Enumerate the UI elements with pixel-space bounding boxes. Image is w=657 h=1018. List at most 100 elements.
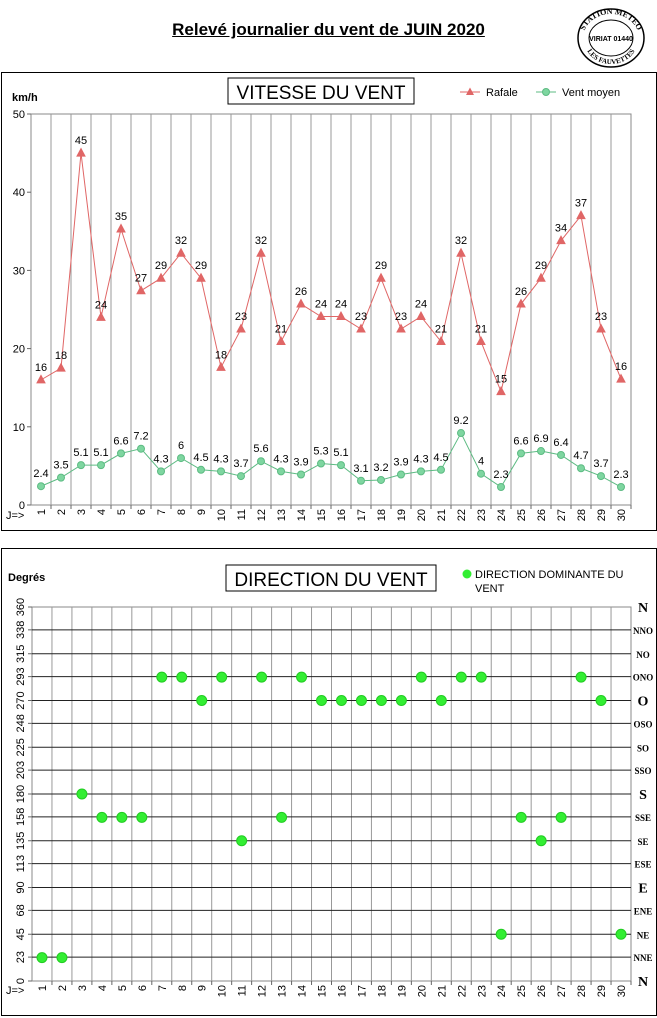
vent-moyen-point: [197, 465, 205, 474]
vent-moyen-point: [517, 449, 525, 458]
rafale-point: [156, 272, 166, 282]
rafale-point: [356, 323, 366, 333]
y-tick-label: 90: [15, 881, 27, 893]
data-label: 3.2: [373, 462, 388, 474]
data-label: 5.1: [93, 447, 108, 459]
x-tick-label: 26: [536, 509, 548, 521]
y-tick-label: 68: [15, 904, 27, 916]
y-tick-label: 338: [15, 621, 27, 639]
data-label: 3.1: [353, 463, 368, 475]
x-tick-label: 11: [236, 509, 248, 520]
x-tick-label: 9: [197, 985, 209, 991]
vent-moyen-point: [297, 470, 305, 479]
data-label: 29: [155, 260, 167, 272]
data-label: 23: [355, 311, 367, 323]
direction-point: [335, 695, 347, 706]
data-label: 2.3: [613, 469, 628, 481]
x-tick-label: 4: [97, 985, 109, 991]
x-tick-label: 8: [177, 985, 189, 991]
direction-point: [515, 811, 527, 823]
rafale-point: [56, 362, 66, 372]
y-tick-label: 293: [15, 667, 27, 685]
rafale-point: [96, 311, 106, 321]
data-label: 24: [95, 299, 107, 311]
direction-point: [276, 811, 288, 823]
compass-label: NNO: [633, 626, 653, 636]
data-label: 4.3: [413, 453, 428, 465]
x-tick-label: 6: [137, 985, 149, 991]
data-label: 3.7: [233, 458, 248, 470]
direction-point: [116, 811, 128, 823]
x-tick-label: 15: [316, 509, 328, 521]
data-label: 32: [175, 235, 187, 247]
data-label: 15: [495, 374, 507, 386]
x-tick-label: 23: [476, 509, 488, 521]
direction-point: [136, 811, 148, 823]
x-tick-label: 8: [176, 509, 188, 515]
data-label: 16: [35, 362, 47, 374]
x-tick-label: 11: [237, 985, 249, 996]
direction-point: [56, 952, 68, 964]
x-tick-label: 29: [596, 509, 608, 521]
compass-label: ONO: [633, 673, 654, 683]
y-tick-label: 50: [13, 109, 25, 121]
x-tick-label: 13: [276, 509, 288, 521]
x-tick-label: 1: [36, 509, 48, 515]
y-tick-label: 225: [15, 738, 27, 756]
x-tick-label: 18: [376, 509, 388, 521]
direction-point: [76, 788, 88, 800]
data-label: 16: [615, 361, 627, 373]
x-tick-label: 22: [456, 509, 468, 521]
data-label: 21: [475, 324, 487, 336]
x-tick-label: 12: [256, 509, 268, 521]
direction-point: [196, 695, 208, 706]
svg-text:STATION METEO: STATION METEO: [578, 7, 644, 32]
direction-point: [375, 695, 387, 706]
rafale-point: [396, 323, 406, 333]
station-stamp: STATION METEO LES FAUVETTES VIRIAT 01440: [577, 7, 645, 68]
x-tick-label: 5: [117, 985, 129, 991]
data-label: 4.7: [573, 450, 588, 462]
series-line-0: [40, 153, 622, 394]
direction-point: [495, 928, 507, 940]
x-tick-label: 4: [96, 509, 108, 515]
vent-moyen-point: [417, 467, 425, 476]
data-label: 23: [595, 311, 607, 323]
vent-moyen-point: [617, 483, 625, 492]
direction-point: [36, 952, 48, 964]
direction-point: [535, 835, 547, 847]
direction-point: [475, 671, 487, 683]
x-tick-label: 16: [336, 509, 348, 521]
compass-label: SO: [637, 743, 649, 753]
direction-point: [555, 811, 567, 823]
rafale-point: [36, 374, 46, 384]
rafale-point: [316, 310, 326, 321]
y-tick-label: 10: [13, 422, 25, 434]
x-tick-label: 24: [496, 985, 508, 997]
y-tick-label: 135: [15, 832, 27, 850]
wind-direction-chart-panel: 0 N 23 NNE 45 NE 68 ENE 90 E 113 ESE 135 SE 158 SSE 180 S…: [1, 548, 657, 1016]
vent-moyen-point: [477, 469, 485, 478]
x-tick-label: 1: [37, 985, 49, 991]
x-tick-label: 30: [616, 985, 628, 997]
chart-title-box: [225, 564, 437, 592]
y-tick-label: 20: [13, 344, 25, 356]
rafale-point: [556, 235, 566, 245]
vent-moyen-point: [37, 482, 45, 491]
rafale-point: [476, 335, 486, 346]
direction-point: [316, 695, 328, 706]
vent-moyen-point: [457, 429, 465, 438]
data-label: 6.6: [513, 435, 528, 447]
vent-moyen-point: [557, 450, 565, 459]
vent-moyen-point: [537, 447, 545, 456]
y-tick-label: 23: [15, 951, 27, 963]
x-tick-label: 10: [216, 509, 228, 521]
y-tick-label: 30: [13, 265, 25, 277]
data-label: 3.9: [293, 457, 308, 469]
y-tick-label: 0: [15, 978, 27, 984]
y-axis-label: Degrés: [8, 572, 45, 584]
vent-moyen-point: [237, 472, 245, 481]
direction-point: [415, 671, 427, 683]
data-label: 24: [335, 299, 347, 311]
